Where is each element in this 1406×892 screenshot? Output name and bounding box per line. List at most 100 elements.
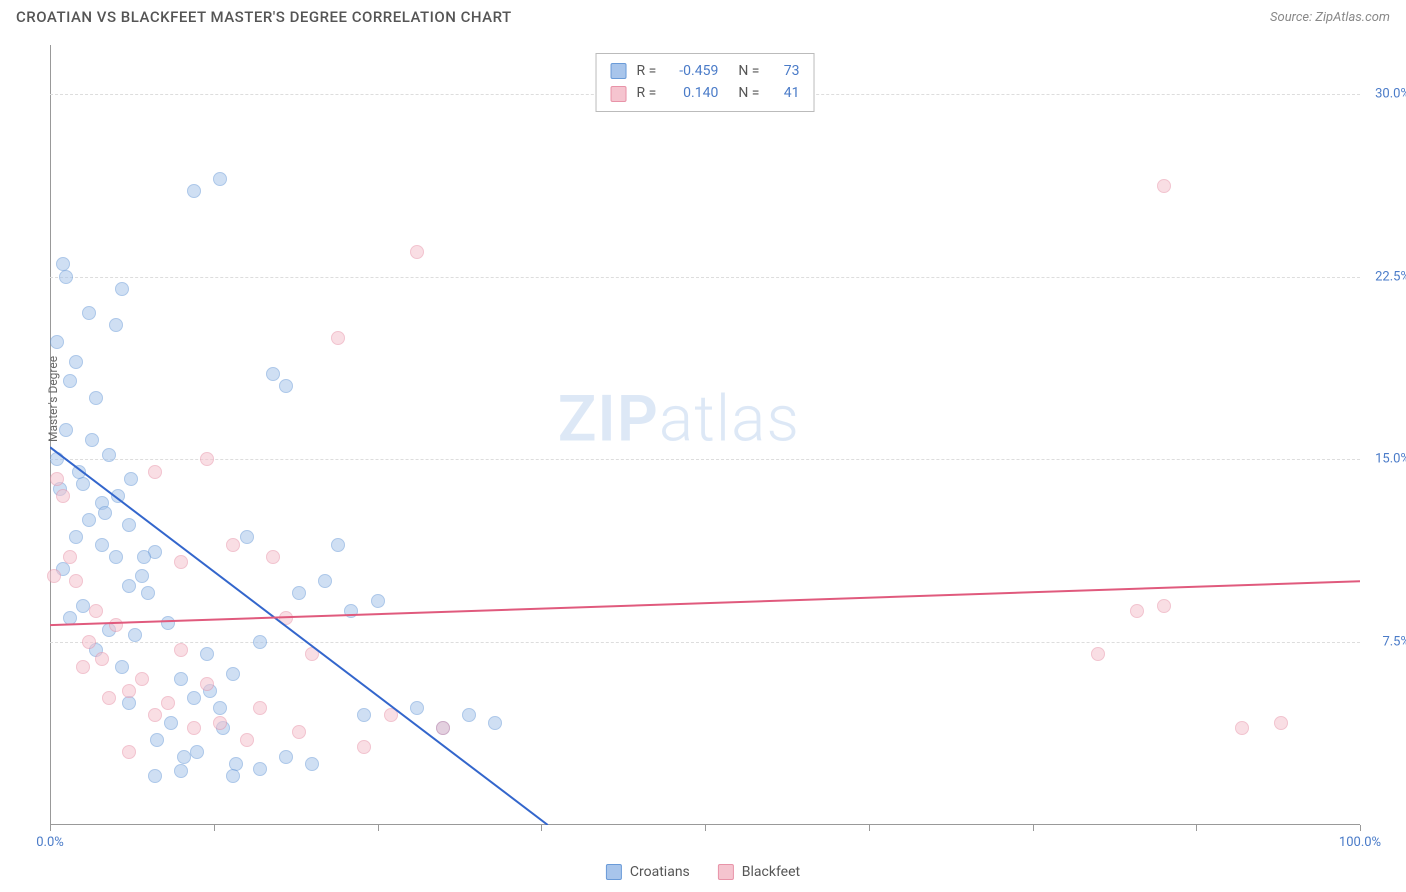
scatter-point — [174, 555, 188, 569]
scatter-point — [135, 672, 149, 686]
scatter-point — [279, 611, 293, 625]
pink-swatch-icon — [611, 86, 627, 102]
scatter-point — [305, 757, 319, 771]
scatter-point — [135, 569, 149, 583]
scatter-point — [200, 452, 214, 466]
x-tick — [50, 825, 51, 831]
trend-line — [50, 447, 548, 825]
scatter-point — [174, 643, 188, 657]
scatter-point — [69, 530, 83, 544]
scatter-point — [213, 172, 227, 186]
scatter-point — [1157, 599, 1171, 613]
scatter-point — [292, 725, 306, 739]
stats-box: R =-0.459N =73R =0.140N =41 — [596, 53, 815, 112]
scatter-point — [76, 477, 90, 491]
scatter-point — [150, 733, 164, 747]
chart-title: CROATIAN VS BLACKFEET MASTER'S DEGREE CO… — [16, 8, 512, 26]
x-tick — [1360, 825, 1361, 831]
scatter-point — [102, 691, 116, 705]
scatter-point — [98, 506, 112, 520]
scatter-point — [1157, 179, 1171, 193]
gridline — [50, 459, 1360, 460]
scatter-point — [410, 245, 424, 259]
scatter-point — [56, 489, 70, 503]
scatter-point — [462, 708, 476, 722]
scatter-point — [85, 433, 99, 447]
scatter-point — [109, 618, 123, 632]
scatter-point — [128, 628, 142, 642]
x-tick-label: 100.0% — [1339, 835, 1381, 850]
scatter-point — [161, 616, 175, 630]
blue-swatch-icon — [606, 864, 622, 880]
scatter-point — [1130, 604, 1144, 618]
scatter-point — [344, 604, 358, 618]
y-tick-label: 15.0% — [1375, 452, 1406, 467]
scatter-point — [72, 465, 86, 479]
scatter-point — [488, 716, 502, 730]
scatter-point — [47, 569, 61, 583]
scatter-point — [82, 635, 96, 649]
scatter-point — [109, 318, 123, 332]
scatter-point — [331, 538, 345, 552]
scatter-point — [95, 538, 109, 552]
scatter-point — [279, 750, 293, 764]
scatter-point — [371, 594, 385, 608]
scatter-point — [253, 762, 267, 776]
n-label: N = — [738, 82, 759, 104]
scatter-point — [357, 708, 371, 722]
legend-item: Blackfeet — [718, 864, 800, 880]
scatter-point — [240, 733, 254, 747]
x-tick — [1033, 825, 1034, 831]
gridline — [50, 277, 1360, 278]
scatter-point — [213, 716, 227, 730]
scatter-point — [122, 518, 136, 532]
scatter-point — [122, 745, 136, 759]
scatter-point — [95, 652, 109, 666]
scatter-point — [102, 448, 116, 462]
scatter-point — [148, 465, 162, 479]
scatter-point — [137, 550, 151, 564]
r-value: 0.140 — [666, 82, 718, 104]
scatter-point — [187, 691, 201, 705]
scatter-point — [213, 701, 227, 715]
scatter-point — [115, 282, 129, 296]
scatter-point — [226, 538, 240, 552]
legend-label: Croatians — [630, 864, 690, 880]
scatter-point — [124, 472, 138, 486]
gridline — [50, 642, 1360, 643]
scatter-point — [63, 611, 77, 625]
scatter-point — [190, 745, 204, 759]
chart-header: CROATIAN VS BLACKFEET MASTER'S DEGREE CO… — [0, 0, 1406, 26]
scatter-point — [76, 660, 90, 674]
scatter-point — [122, 579, 136, 593]
scatter-point — [76, 599, 90, 613]
pink-swatch-icon — [718, 864, 734, 880]
scatter-point — [63, 374, 77, 388]
scatter-point — [187, 721, 201, 735]
r-label: R = — [637, 60, 657, 82]
scatter-point — [200, 677, 214, 691]
scatter-point — [89, 604, 103, 618]
y-tick-label: 7.5% — [1382, 635, 1406, 650]
scatter-point — [174, 764, 188, 778]
r-value: -0.459 — [666, 60, 718, 82]
legend-item: Croatians — [606, 864, 690, 880]
scatter-point — [161, 696, 175, 710]
x-tick — [869, 825, 870, 831]
y-tick-label: 30.0% — [1375, 86, 1406, 101]
n-value: 41 — [769, 82, 799, 104]
legend-label: Blackfeet — [742, 864, 800, 880]
scatter-point — [1274, 716, 1288, 730]
scatter-point — [59, 270, 73, 284]
scatter-point — [384, 708, 398, 722]
y-tick-label: 22.5% — [1375, 269, 1406, 284]
stats-row: R =0.140N =41 — [611, 82, 800, 104]
chart-area: Master's Degree 7.5%15.0%22.5%30.0% 0.0%… — [50, 45, 1360, 825]
scatter-point — [253, 701, 267, 715]
n-value: 73 — [769, 60, 799, 82]
trend-lines — [50, 45, 1360, 825]
scatter-point — [436, 721, 450, 735]
x-tick — [378, 825, 379, 831]
x-tick — [705, 825, 706, 831]
scatter-point — [50, 452, 64, 466]
